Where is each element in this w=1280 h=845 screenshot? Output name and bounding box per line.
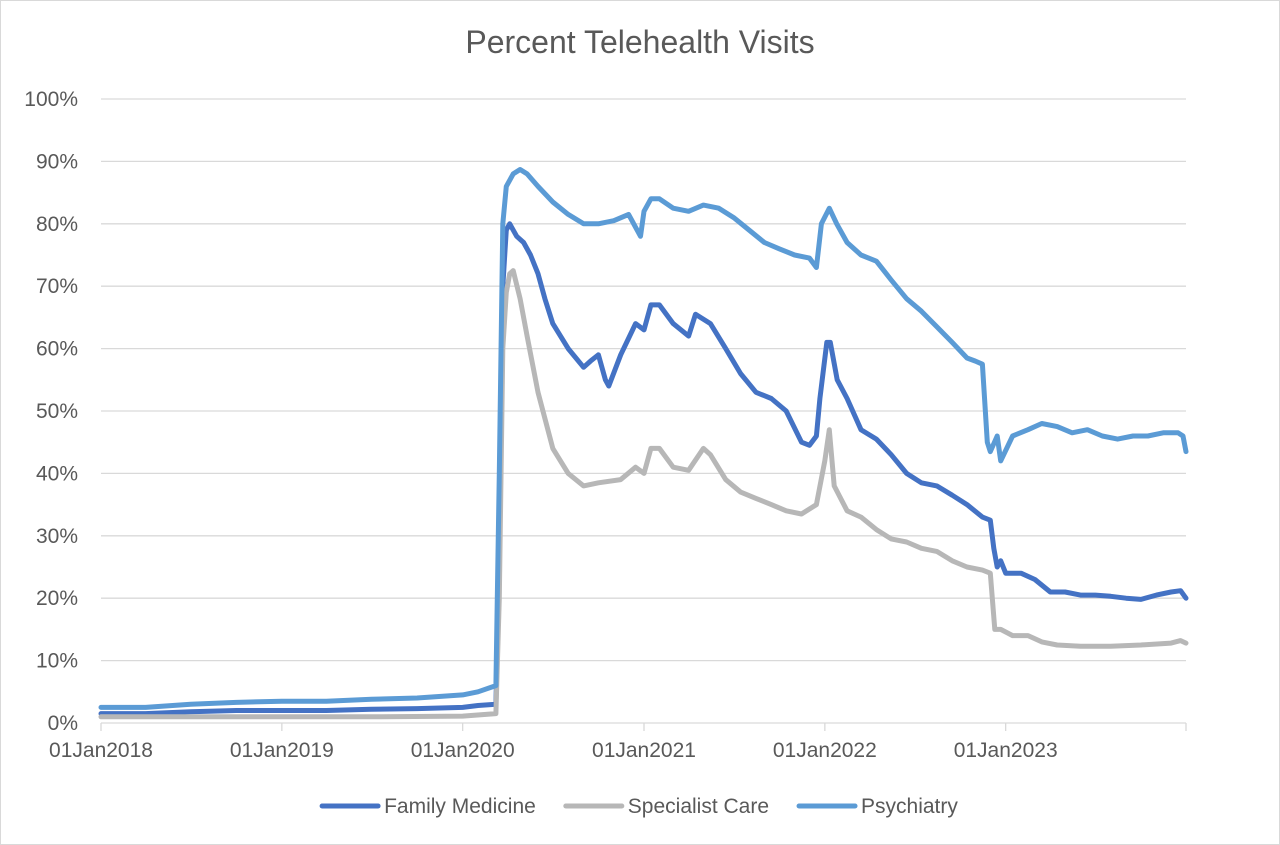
x-tick-label: 01Jan2018 [49,739,153,762]
y-tick-label: 70% [36,275,78,298]
gridlines [101,98,1186,662]
y-tick-label: 10% [36,650,78,673]
chart-title: Percent Telehealth Visits [465,24,815,60]
series-lines [98,167,1189,720]
x-tick-label: 01Jan2021 [592,739,696,762]
y-tick-label: 0% [48,712,78,735]
x-tick-label: 01Jan2020 [411,739,515,762]
x-axis-ticks: 01Jan2018 01Jan2019 01Jan2020 01Jan2021 01Ja… [49,723,1187,762]
y-tick-label: 30% [36,525,78,548]
y-axis-ticks: 0% 10% 20% 30% 40% 50% 60% 70% 80% 90% 100% [24,88,78,735]
legend-item-family-medicine: Family Medicine [319,795,536,818]
series-line-psychiatry [98,167,1189,710]
x-tick-label: 01Jan2023 [954,739,1058,762]
y-tick-label: 60% [36,338,78,361]
x-tick-label: 01Jan2022 [773,739,877,762]
y-tick-label: 80% [36,213,78,236]
legend-label: Family Medicine [384,795,536,818]
y-tick-label: 90% [36,150,78,173]
legend-item-specialist-care: Specialist Care [563,795,769,818]
y-tick-label: 50% [36,400,78,423]
y-tick-label: 40% [36,462,78,485]
series-line-specialist-care [98,268,1189,720]
y-tick-label: 20% [36,587,78,610]
x-tick-label: 01Jan2019 [230,739,334,762]
legend-label: Psychiatry [861,795,958,818]
legend-label: Specialist Care [628,795,769,818]
legend-item-psychiatry: Psychiatry [796,795,958,818]
legend: Family Medicine Specialist Care Psychiatry [319,795,958,818]
y-tick-label: 100% [24,88,78,111]
